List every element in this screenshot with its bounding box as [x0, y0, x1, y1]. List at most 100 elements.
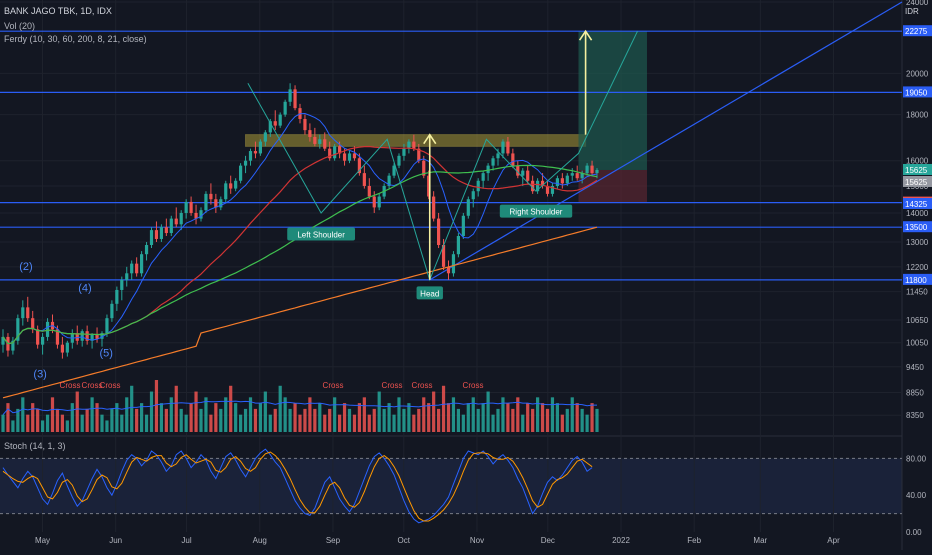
volume-bar	[149, 391, 154, 432]
time-tick-label: Apr	[827, 536, 840, 545]
ma-200-line	[2, 226, 598, 399]
candle-body	[536, 180, 540, 192]
candle-body	[248, 151, 253, 161]
stoch-band	[0, 458, 902, 514]
volume-bar	[590, 403, 594, 432]
volume-bar	[273, 408, 277, 432]
volume-bar	[451, 397, 456, 432]
volume-bar	[328, 408, 332, 432]
volume-bar	[214, 403, 218, 432]
volume-bar	[115, 403, 119, 432]
candle-body	[516, 165, 520, 176]
price-axis-label-text: 13500	[905, 223, 928, 232]
candle-body	[511, 153, 515, 166]
currency-label: IDR	[905, 7, 919, 16]
volume-bar	[446, 403, 451, 432]
candle-body	[451, 254, 456, 274]
price-tick-label: 11450	[906, 288, 928, 297]
candle-body	[441, 244, 446, 267]
candle-body	[164, 227, 168, 234]
time-tick-label: Feb	[687, 536, 701, 545]
volume-bar	[293, 403, 297, 432]
candle-body	[352, 153, 357, 159]
volume-bar	[268, 414, 272, 432]
volume-bar	[100, 414, 104, 432]
volume-bar	[476, 408, 480, 432]
volume-bar	[397, 397, 401, 432]
volume-bar	[437, 408, 441, 432]
candle-body	[471, 191, 475, 200]
pattern-label-box	[499, 204, 573, 218]
wave-label: (5)	[100, 348, 113, 360]
price-tick-label: 24000	[906, 0, 929, 7]
candle-body	[268, 121, 272, 133]
volume-bar	[16, 408, 20, 432]
candle-body	[392, 165, 396, 176]
volume-bar	[333, 397, 337, 432]
symbol-legend[interactable]: BANK JAGO TBK, 1D, IDX	[4, 6, 112, 16]
volume-bar	[224, 397, 228, 432]
volume-bar	[75, 391, 79, 432]
volume-bar	[362, 397, 366, 432]
price-axis-label-box	[903, 175, 932, 187]
candle-body	[100, 333, 104, 339]
volume-bar	[466, 403, 470, 432]
volume-bar	[372, 408, 376, 432]
volume-bar	[382, 408, 386, 432]
candle-body	[362, 173, 366, 186]
price-axis-label-box	[903, 221, 932, 233]
candle-body	[580, 173, 584, 179]
time-tick-label: May	[35, 536, 50, 545]
candle-body	[135, 263, 139, 274]
volume-bar	[263, 391, 267, 432]
volume-bar	[11, 420, 15, 432]
volume-bar	[407, 403, 411, 432]
volume-bar	[347, 408, 352, 432]
stoch-tick-label: 40.00	[906, 491, 927, 500]
volume-bar	[516, 397, 520, 432]
stoch-legend[interactable]: Stoch (14, 1, 3)	[4, 441, 66, 451]
volume-bar	[580, 408, 584, 432]
candle-body	[540, 180, 545, 186]
candle-body	[278, 114, 282, 126]
candle-body	[26, 307, 30, 319]
volume-bar	[60, 414, 64, 432]
price-tick-label: 8350	[906, 411, 924, 420]
candle-body	[427, 175, 431, 197]
price-tick-label: 12200	[906, 263, 929, 272]
volume-bar	[303, 408, 307, 432]
candle-body	[595, 169, 599, 174]
volume-bar	[45, 414, 50, 432]
volume-bar	[432, 391, 436, 432]
volume-bar	[471, 397, 475, 432]
candle-body	[313, 136, 317, 144]
candle-body	[154, 230, 159, 239]
stoch-tick-label: 80.00	[906, 454, 927, 463]
candle-body	[234, 180, 238, 189]
volume-bar	[550, 397, 555, 432]
candle-body	[209, 193, 213, 200]
time-tick-label: Oct	[398, 536, 411, 545]
candle-body	[199, 210, 203, 219]
volume-legend[interactable]: Vol (20)	[4, 21, 35, 31]
volume-bar	[313, 408, 317, 432]
target-arrow-head	[578, 29, 593, 41]
volume-bar	[164, 408, 168, 432]
pattern-path	[247, 30, 638, 282]
volume-bar	[456, 408, 460, 432]
ma-legend[interactable]: Ferdy (10, 30, 60, 200, 8, 21, close)	[4, 34, 147, 44]
volume-bar	[288, 408, 292, 432]
volume-bar	[85, 408, 89, 432]
candle-body	[531, 180, 535, 192]
volume-bar	[427, 403, 431, 432]
volume-bar	[526, 403, 530, 432]
volume-bar	[130, 385, 134, 432]
candle-body	[560, 178, 564, 184]
candle-body	[263, 132, 267, 142]
volume-bar	[154, 380, 159, 432]
volume-bar	[95, 403, 99, 432]
candle-body	[41, 336, 45, 345]
volume-bar	[248, 397, 253, 432]
